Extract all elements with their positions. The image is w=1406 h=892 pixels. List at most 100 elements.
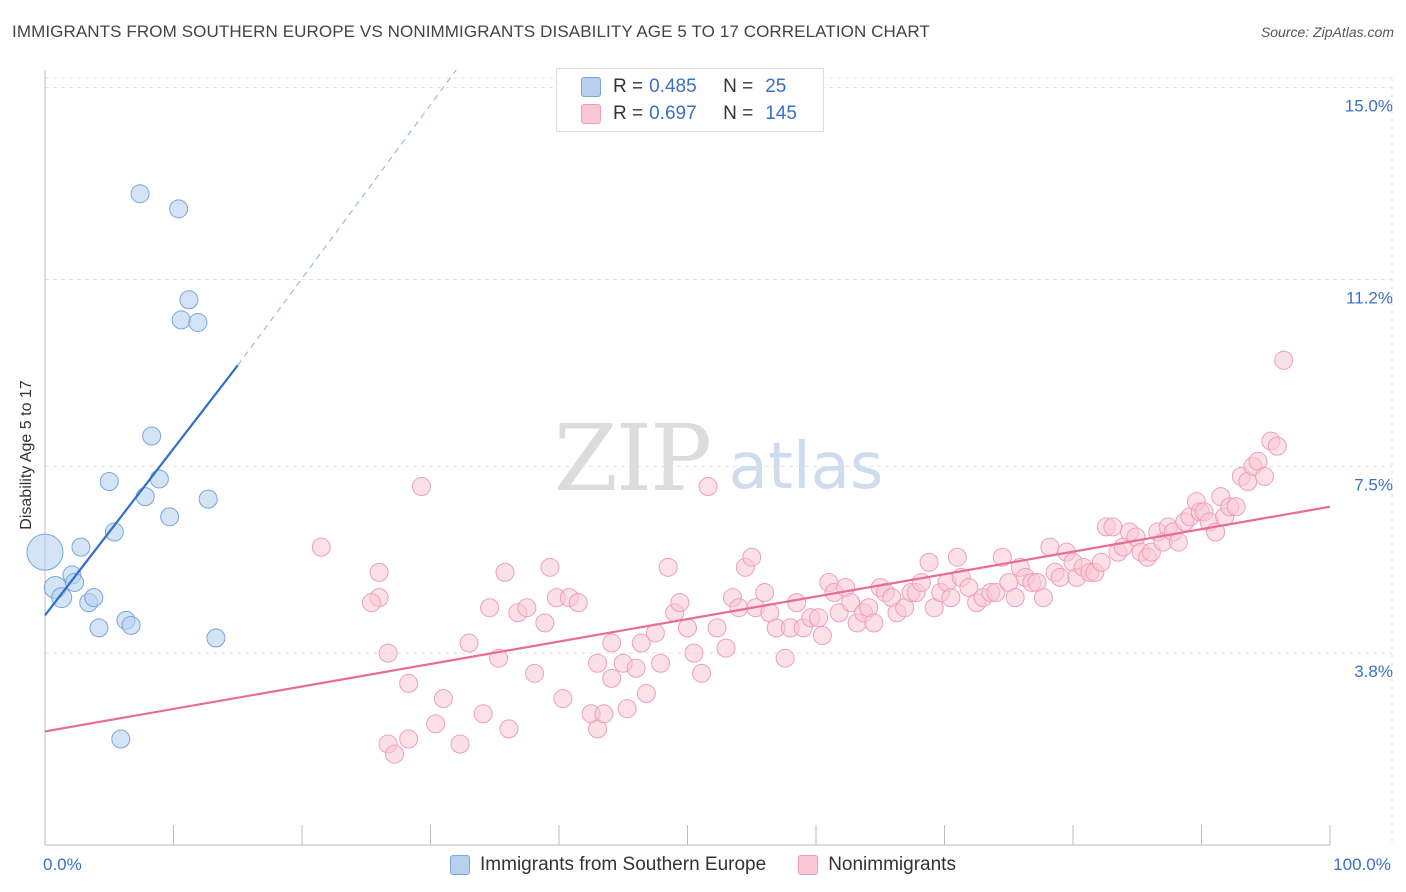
x-tick-label: 100.0% [1333,855,1391,874]
immigrants-point [99,471,119,491]
immigrants-point [169,199,189,219]
immigrants-point [111,729,131,749]
nonimmigrants-point [588,653,608,673]
nonimmigrants-point [707,618,727,638]
nonimmigrants-point [385,744,405,764]
nonimmigrants-point [992,547,1012,567]
immigrants-trend-line [44,364,239,616]
stats-legend: R = 0.485 N = 25 R = 0.697 N = 145 [556,68,824,132]
y-tick-label: 15.0% [1345,97,1393,116]
nonimmigrants-legend-swatch [798,855,819,875]
nonimmigrants-point [651,653,671,673]
immigrants-point [71,537,91,557]
immigrants-point [89,618,109,638]
nonimmigrants-swatch [581,104,601,124]
nonimmigrants-point [459,633,479,653]
nonimmigrants-point [480,598,500,618]
nonimmigrants-point [1103,517,1123,537]
nonimmigrants-point [631,633,651,653]
nonimmigrants-point [1267,436,1287,456]
nonimmigrants-point [812,625,832,645]
immigrants-point [84,588,104,608]
source-credit: Source: ZipAtlas.com [1260,24,1394,40]
immigrants-point [206,628,226,648]
n-label: N = [723,76,754,97]
legend-item-nonimmigrants[interactable]: Nonimmigrants [798,854,956,876]
nonimmigrants-point [678,618,697,638]
nonimmigrants-point [311,537,331,557]
tick-labels: 3.8% 7.5% 11.2% 15.0% 0.0% 100.0% [43,97,1393,874]
immigrants-point [130,184,150,204]
immigrants-point [26,533,64,571]
nonimmigrants-point [775,648,795,668]
nonimmigrants-point [947,547,967,567]
immigrants-point [179,290,199,310]
nonimmigrants-point [378,643,398,663]
x-tick-label: 0.0% [43,855,82,874]
nonimmigrants-point [864,613,884,633]
nonimmigrants-point [412,477,432,497]
nonimmigrants-points [311,350,1294,764]
nonimmigrants-point [729,598,749,618]
nonimmigrants-point [540,557,560,577]
immigrants-point [171,310,191,330]
nonimmigrants-point [742,547,762,567]
r-value: 0.485 [649,76,697,97]
nonimmigrants-point [755,583,775,603]
nonimmigrants-point [636,684,656,704]
immigrants-point [149,469,169,489]
immigrants-swatch [581,77,601,97]
immigrants-legend-swatch [450,855,471,875]
nonimmigrants-point [553,689,573,709]
nonimmigrants-point [1274,350,1294,370]
immigrants-point [104,522,124,542]
nonimmigrants-point [626,658,646,678]
n-value: 25 [765,76,787,97]
immigrants-points [26,184,226,749]
nonimmigrants-point [369,562,389,582]
immigrants-trend-extension [237,69,457,366]
watermark: ZIP atlas [554,405,883,512]
nonimmigrants-point [1050,567,1070,587]
nonimmigrants-point [698,477,718,497]
nonimmigrants-point [658,557,678,577]
immigrants-point [160,507,180,527]
y-tick-label: 3.8% [1354,662,1393,681]
immigrants-point [142,426,162,446]
nonimmigrants-point [517,598,537,618]
nonimmigrants-point [525,663,545,683]
nonimmigrants-point [602,668,622,688]
n-label: N = [723,103,754,124]
watermark-atlas: atlas [729,430,884,504]
nonimmigrants-point [670,593,690,613]
legend-item-immigrants[interactable]: Immigrants from Southern Europe [450,854,766,876]
nonimmigrants-point [787,593,807,613]
nonimmigrants-point [959,578,979,598]
grid-lines [45,77,1393,845]
nonimmigrants-trend-line [44,505,1331,733]
nonimmigrants-point [941,588,961,608]
immigrants-point [51,587,73,609]
r-value: 0.697 [649,103,697,124]
nonimmigrants-point [617,699,637,719]
nonimmigrants-point [1033,588,1053,608]
nonimmigrants-point [499,719,519,739]
nonimmigrants-point [450,734,470,754]
immigrants-point [65,572,85,592]
nonimmigrants-point [1254,466,1274,486]
r-label: R = [613,103,644,124]
nonimmigrants-point [1091,552,1111,572]
nonimmigrants-point [841,593,861,613]
nonimmigrants-point [1040,537,1060,557]
immigrants-point [198,489,218,509]
nonimmigrants-point [426,714,446,734]
nonimmigrants-point [919,552,939,572]
nonimmigrants-point [535,613,555,633]
legend-label: Nonimmigrants [828,854,956,875]
trend-lines [44,69,1331,733]
nonimmigrants-point [716,638,736,658]
y-tick-label: 7.5% [1354,475,1393,494]
legend-label: Immigrants from Southern Europe [480,854,767,875]
nonimmigrants-point [684,643,704,663]
